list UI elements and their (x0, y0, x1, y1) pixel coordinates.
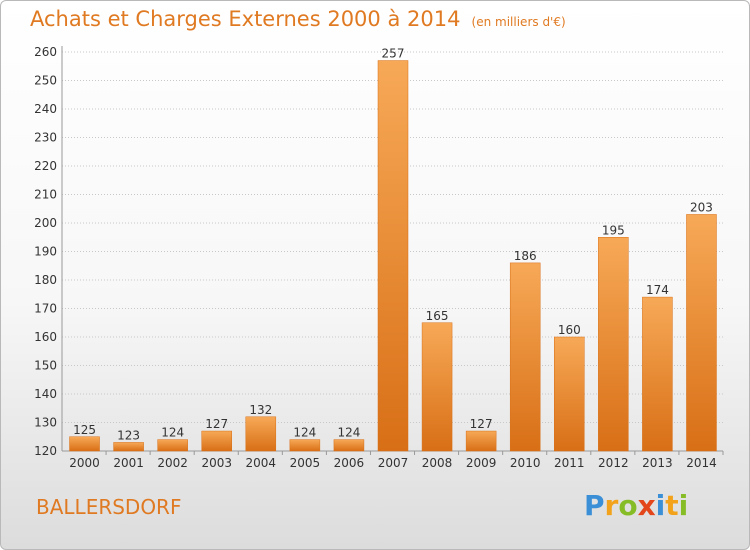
data-label-2001: 123 (117, 428, 140, 442)
bar-2004 (245, 416, 277, 452)
y-tick-label: 130 (34, 416, 57, 430)
x-tick-label-2003: 2003 (201, 456, 232, 470)
y-tick-label: 250 (34, 74, 57, 88)
data-label-2004: 132 (249, 403, 272, 417)
logo-letter: o (618, 489, 638, 522)
x-tick-label-2010: 2010 (510, 456, 541, 470)
y-tick-label: 240 (34, 102, 57, 116)
axis-layer: 120 130 140 150 160 170 180 190 200 210 220 230 240 2… (34, 45, 724, 458)
logo-letter: i (678, 489, 689, 522)
logo-letter: P (584, 489, 605, 522)
y-tick-label: 220 (34, 159, 57, 173)
data-label-2000: 125 (73, 423, 96, 437)
bar-2011 (554, 336, 585, 452)
x-tick-label-2008: 2008 (422, 456, 453, 470)
bar-2014 (686, 214, 717, 452)
y-tick-label: 230 (34, 131, 57, 145)
y-tick-label: 170 (34, 302, 57, 316)
x-tick-label-2000: 2000 (69, 456, 100, 470)
y-tick-label: 150 (34, 359, 57, 373)
y-tick-label: 120 (34, 444, 57, 458)
data-label-2006: 124 (337, 426, 360, 440)
chart-subtitle: (en milliers d'€) (471, 15, 566, 29)
x-tick-label-2001: 2001 (113, 456, 144, 470)
bar-2002 (157, 439, 188, 452)
x-tick-label-2012: 2012 (598, 456, 629, 470)
bar-2003 (201, 430, 232, 452)
data-label-2008: 165 (426, 309, 449, 323)
bar-2013 (642, 296, 673, 452)
label-layer: 125 2000 123 2001 124 2002 127 2003 132 2004 124 20… (69, 47, 716, 470)
y-tick-label: 190 (34, 245, 57, 259)
data-label-2009: 127 (470, 417, 493, 431)
x-tick-label-2011: 2011 (554, 456, 585, 470)
y-tick-label: 140 (34, 387, 57, 401)
x-tick-label-2013: 2013 (642, 456, 673, 470)
bar-2009 (465, 430, 497, 452)
data-label-2014: 203 (690, 200, 713, 214)
bar-2001 (113, 442, 144, 452)
bar-2005 (289, 439, 321, 452)
x-tick-label-2006: 2006 (334, 456, 365, 470)
y-tick-label: 160 (34, 330, 57, 344)
bar-2007 (377, 60, 409, 452)
y-tick-label: 200 (34, 216, 57, 230)
data-label-2011: 160 (558, 323, 581, 337)
bar-2000 (69, 436, 100, 452)
y-tick-label: 210 (34, 188, 57, 202)
logo-letter: r (604, 489, 619, 522)
data-label-2007: 257 (382, 47, 405, 61)
chart-title: Achats et Charges Externes 2000 à 2014 (30, 7, 461, 31)
x-tick-label-2005: 2005 (290, 456, 321, 470)
logo-letter: t (665, 489, 679, 522)
x-tick-label-2009: 2009 (466, 456, 497, 470)
title-block: Achats et Charges Externes 2000 à 2014 (… (30, 7, 566, 31)
data-label-2003: 127 (205, 417, 228, 431)
bar-2012 (598, 237, 629, 452)
logo-letter: x (637, 489, 656, 522)
y-tick-label: 180 (34, 273, 57, 287)
x-tick-label-2007: 2007 (378, 456, 409, 470)
x-tick-label-2014: 2014 (686, 456, 717, 470)
bar-2008 (421, 322, 453, 452)
data-label-2010: 186 (514, 249, 537, 263)
logo-letter: i (655, 489, 666, 522)
commune-name: BALLERSDORF (36, 495, 182, 519)
bar-layer (69, 60, 717, 452)
data-label-2002: 124 (161, 426, 184, 440)
x-tick-label-2002: 2002 (157, 456, 188, 470)
y-tick-label: 260 (34, 45, 57, 59)
data-label-2012: 195 (602, 223, 625, 237)
bar-2006 (333, 439, 365, 452)
data-label-2005: 124 (293, 426, 316, 440)
proxiti-logo[interactable]: Proxiti (584, 489, 688, 522)
data-label-2013: 174 (646, 283, 669, 297)
x-tick-label-2004: 2004 (246, 456, 277, 470)
bar-2010 (509, 262, 541, 452)
